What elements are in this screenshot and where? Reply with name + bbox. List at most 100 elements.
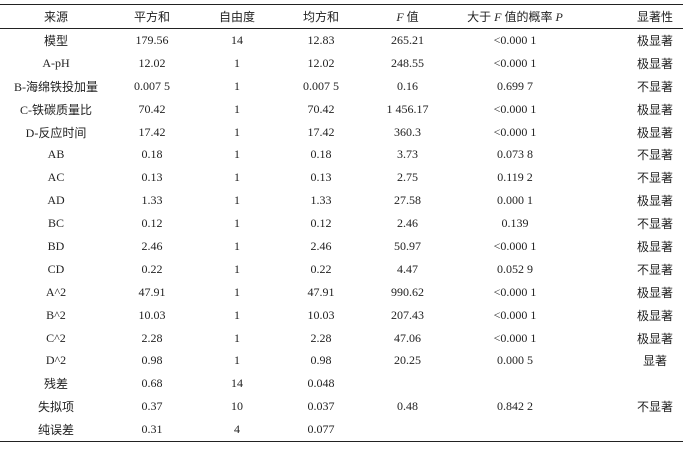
p-symbol: P [555,10,563,24]
p-mid: 值的概率 [501,10,556,24]
header-p-value: 大于 F 值的概率 P [455,5,575,29]
cell-p-value: <0.000 1 [493,101,537,116]
header-significance: 显著性 [636,10,673,24]
cell-df: 1 [234,55,240,70]
cell-p-value [455,418,575,441]
cell-p-value: <0.000 1 [493,124,537,139]
cell-source: AD [47,193,65,208]
cell-sum-of-squares: 0.22 [141,261,163,276]
cell-df: 1 [234,101,240,116]
cell-f-value: 265.21 [391,32,424,47]
cell-p-value: <0.000 1 [493,32,537,47]
cell-source: A-pH [42,55,70,70]
table-row: AC 0.13 1 0.13 2.75 0.119 2 不显著 [0,166,683,189]
cell-source: AB [47,147,65,162]
cell-p-value: <0.000 1 [493,284,537,299]
cell-f-value: 990.62 [391,284,424,299]
cell-sum-of-squares: 70.42 [138,101,166,116]
cell-source: D-反应时间 [25,125,87,140]
cell-source: BC [47,216,64,231]
cell-mean-square: 47.91 [307,284,335,299]
cell-sum-of-squares: 2.28 [141,330,163,345]
cell-df: 1 [234,238,240,253]
cell-mean-square: 10.03 [307,307,335,322]
cell-f-value: 4.47 [397,261,418,276]
cell-df: 1 [234,170,240,185]
cell-sum-of-squares: 1.33 [141,193,163,208]
cell-f-value [360,372,455,395]
cell-significance: 不显著 [636,171,673,186]
cell-source: C^2 [46,330,66,345]
cell-sum-of-squares: 0.12 [141,216,163,231]
cell-p-value: <0.000 1 [493,307,537,322]
cell-df: 1 [234,330,240,345]
cell-source: 模型 [43,33,68,48]
cell-sum-of-squares: 0.98 [141,353,163,368]
cell-significance: 显著 [642,354,667,369]
cell-sum-of-squares: 0.007 5 [134,78,170,93]
cell-f-value: 2.75 [397,170,418,185]
cell-source: AC [47,170,65,185]
cell-sum-of-squares: 0.68 [141,376,163,391]
cell-p-value: 0.119 2 [497,170,533,185]
cell-df: 1 [234,147,240,162]
cell-p-value [455,372,575,395]
cell-significance: 不显著 [636,262,673,277]
cell-p-value: 0.139 [501,216,529,231]
table-row: 残差 0.68 14 0.048 [0,372,683,395]
cell-f-value: 3.73 [397,147,418,162]
cell-significance: 极显著 [636,102,673,117]
table-row: D-反应时间 17.42 1 17.42 360.3 <0.000 1 极显著 [0,121,683,144]
cell-significance: 不显著 [636,148,673,163]
cell-significance: 极显著 [636,56,673,71]
cell-significance: 极显著 [636,33,673,48]
cell-df: 1 [234,124,240,139]
cell-source: D^2 [45,353,67,368]
cell-sum-of-squares: 179.56 [135,32,169,47]
cell-sum-of-squares: 0.13 [141,170,163,185]
cell-p-value: 0.052 9 [497,261,533,276]
cell-sum-of-squares: 12.02 [138,55,166,70]
table-row: B-海绵铁投加量 0.007 5 1 0.007 5 0.16 0.699 7 不显著 [0,75,683,98]
cell-f-value: 20.25 [394,353,421,368]
cell-sum-of-squares: 17.42 [138,124,166,139]
cell-mean-square: 0.98 [310,353,332,368]
cell-significance [575,418,683,441]
cell-sum-of-squares: 0.37 [141,399,163,414]
cell-sum-of-squares: 10.03 [138,307,166,322]
cell-mean-square: 0.007 5 [303,78,339,93]
cell-f-value: 0.48 [397,399,418,414]
f-symbol: F [494,10,502,24]
cell-mean-square: 0.22 [310,261,332,276]
cell-df: 1 [234,78,240,93]
cell-source: A^2 [45,284,67,299]
cell-significance: 极显著 [636,194,673,209]
cell-df: 1 [234,353,240,368]
cell-p-value: <0.000 1 [493,330,537,345]
cell-p-value: 0.073 8 [497,147,533,162]
cell-mean-square: 2.46 [310,238,332,253]
cell-f-value: 0.16 [397,78,418,93]
cell-f-value: 248.55 [391,55,424,70]
cell-mean-square: 12.83 [307,32,335,47]
table-row: 纯误差 0.31 4 0.077 [0,418,683,442]
cell-mean-square: 70.42 [307,101,335,116]
cell-significance: 不显著 [636,400,673,415]
table-row: BD 2.46 1 2.46 50.97 <0.000 1 极显著 [0,235,683,258]
cell-source: 纯误差 [37,423,74,438]
cell-f-value: 207.43 [391,307,424,322]
cell-mean-square: 0.12 [310,216,332,231]
cell-mean-square: 12.02 [307,55,335,70]
header-row: 来源 平方和 自由度 均方和 F 值 大于 F 值的概率 P 显著性 [0,4,683,29]
cell-mean-square: 0.048 [307,376,335,391]
cell-f-value: 1 456.17 [386,101,429,116]
cell-f-value: 27.58 [394,193,421,208]
cell-p-value: 0.699 7 [497,78,533,93]
cell-source: BD [47,238,65,253]
cell-df: 4 [234,422,240,437]
cell-p-value: 0.000 1 [497,193,533,208]
cell-df: 1 [234,284,240,299]
cell-source: C-铁碳质量比 [19,102,92,117]
table-row: C-铁碳质量比 70.42 1 70.42 1 456.17 <0.000 1 极显著 [0,98,683,121]
cell-sum-of-squares: 0.31 [141,422,163,437]
